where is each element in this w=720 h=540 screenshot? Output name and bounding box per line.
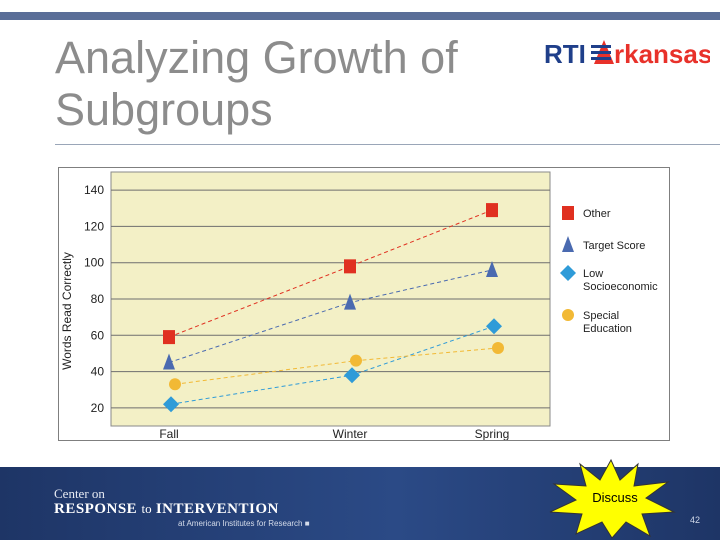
legend-label-low-socioeconomic-0: Low — [583, 268, 603, 280]
y-tick-label-80: 80 — [91, 292, 105, 306]
slide-title-line1: Analyzing Growth of — [55, 32, 458, 83]
point-special-education-winter — [350, 354, 362, 367]
growth-line-chart: 20 40 60 80 100 120 140 Fall Winter Spring Words R… — [60, 171, 658, 440]
square-icon: ■ — [304, 519, 310, 528]
point-low-socioeconomic-winter — [344, 367, 360, 384]
logo-text-rkansas: rkansas — [614, 39, 710, 69]
footer-org-line1: Center on — [54, 486, 105, 501]
point-other-fall — [163, 330, 175, 345]
point-other-spring — [486, 203, 498, 218]
point-target-score-spring — [486, 260, 498, 277]
series-line-other — [168, 209, 493, 338]
x-tick-label-winter: Winter — [333, 427, 368, 440]
chart-frame: 20 40 60 80 100 120 140 Fall Winter Spring Words R… — [58, 167, 670, 441]
y-tick-label-60: 60 — [91, 328, 105, 342]
footer-response: RESPONSE — [54, 501, 138, 517]
point-target-score-winter — [344, 293, 356, 310]
y-tick-label-120: 120 — [84, 219, 104, 233]
y-axis-label: Words Read Correctly — [60, 252, 74, 370]
legend-marker-special-education — [562, 309, 574, 321]
footer-to: to — [141, 501, 152, 516]
top-accent-band — [0, 12, 720, 20]
point-other-winter — [344, 259, 356, 274]
point-special-education-fall — [169, 378, 181, 391]
legend-label-special-education-0: Special — [583, 310, 619, 322]
footer-org-line3: at American Institutes for Research ■ — [178, 519, 310, 528]
x-tick-label-fall: Fall — [159, 427, 178, 440]
point-special-education-spring — [492, 341, 504, 354]
starburst-icon[interactable] — [546, 458, 676, 540]
y-tick-label-140: 140 — [84, 183, 104, 197]
top-bar — [0, 0, 720, 22]
x-tick-label-spring: Spring — [475, 427, 510, 440]
title-divider — [55, 144, 720, 145]
y-tick-label-20: 20 — [91, 401, 105, 415]
discuss-label[interactable]: Discuss — [592, 490, 638, 505]
legend-label-low-socioeconomic-1: Socioeconomic — [583, 281, 658, 293]
y-tick-label-40: 40 — [91, 365, 105, 379]
legend-marker-other — [562, 206, 574, 220]
point-low-socioeconomic-fall — [163, 396, 179, 413]
legend-label-special-education-1: Education — [583, 323, 632, 335]
rti-arkansas-logo: RTI rkansas — [544, 39, 710, 69]
footer-intervention: INTERVENTION — [155, 501, 279, 517]
legend-marker-low-socioeconomic — [560, 265, 576, 281]
logo-a-icon — [591, 40, 614, 64]
logo-text-rti: RTI — [544, 39, 586, 69]
point-target-score-fall — [163, 353, 175, 370]
y-tick-label-100: 100 — [84, 256, 104, 270]
point-low-socioeconomic-spring — [486, 318, 502, 335]
footer-air: at American Institutes for Research — [178, 519, 303, 528]
page-number: 42 — [690, 515, 701, 525]
slide-title-line2: Subgroups — [55, 84, 273, 135]
legend-marker-target-score — [562, 236, 574, 252]
footer-org-line2: RESPONSE to INTERVENTION — [54, 501, 279, 518]
legend-label-target-score-0: Target Score — [583, 240, 645, 252]
slide-title: Analyzing Growth of Subgroups — [55, 32, 515, 136]
legend-label-other-0: Other — [583, 208, 611, 220]
